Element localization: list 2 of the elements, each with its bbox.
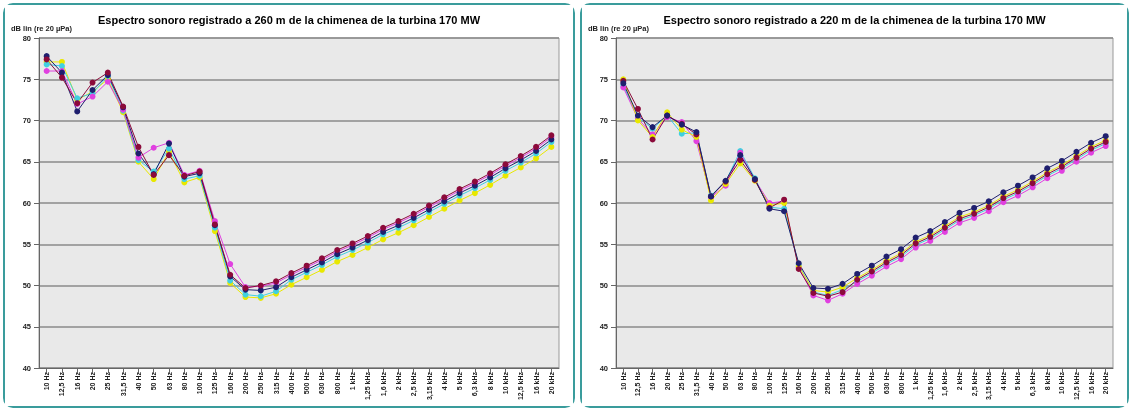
chart-title: Espectro sonoro registrado a 220 m de la chimenea de la turbina 170 MW bbox=[663, 13, 1047, 26]
chart-title: Espectro sonoro registrado a 260 m de la chimenea de la turbina 170 MW bbox=[97, 13, 481, 26]
